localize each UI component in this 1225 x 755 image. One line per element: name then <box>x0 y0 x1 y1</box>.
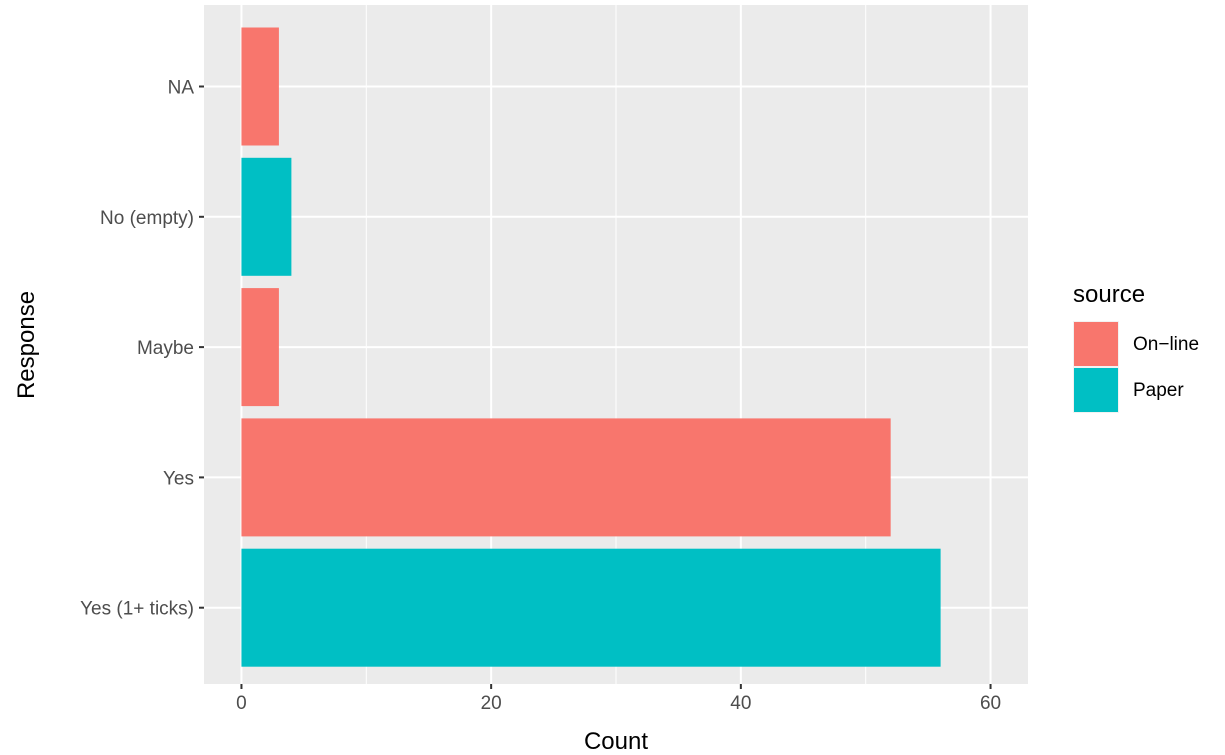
legend-label: On−line <box>1133 334 1199 355</box>
bar <box>241 157 292 276</box>
legend-items: On−line Paper <box>1073 321 1199 413</box>
x-axis: 0 20 40 60 <box>236 684 1001 714</box>
legend-swatch <box>1074 368 1118 412</box>
y-axis: Yes (1+ ticks) Yes Maybe No (empty) NA <box>80 78 204 620</box>
bar <box>241 288 279 407</box>
bars <box>241 27 941 667</box>
x-tick-label: 20 <box>481 693 502 714</box>
y-axis-title: Response <box>13 291 40 399</box>
x-tick-label: 0 <box>236 693 247 714</box>
y-tick-label: Maybe <box>137 338 194 359</box>
y-tick-label: NA <box>168 78 195 99</box>
bar <box>241 27 279 146</box>
bar <box>241 548 941 667</box>
y-tick-label: Yes (1+ ticks) <box>80 599 194 620</box>
x-tick-label: 60 <box>980 693 1001 714</box>
bar <box>241 418 891 537</box>
legend: source On−line Paper <box>1073 281 1199 413</box>
y-tick-label: No (empty) <box>100 208 194 229</box>
legend-label: Paper <box>1133 380 1184 401</box>
y-tick-label: Yes <box>163 468 194 489</box>
legend-swatch <box>1074 322 1118 366</box>
legend-title: source <box>1073 281 1145 308</box>
x-tick-label: 40 <box>730 693 751 714</box>
x-axis-title: Count <box>584 728 648 755</box>
